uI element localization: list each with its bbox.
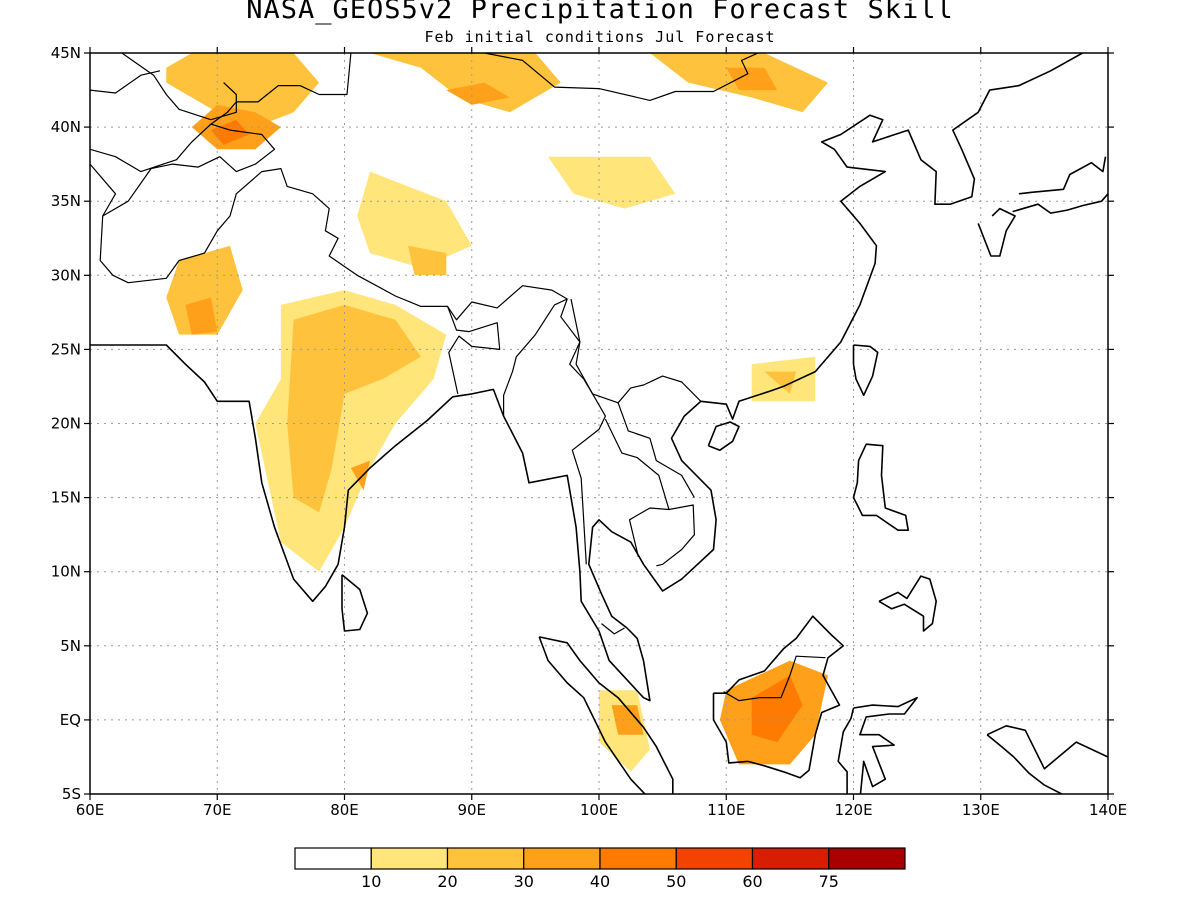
country-border xyxy=(617,402,695,498)
skill-region xyxy=(166,53,320,128)
colorbar-label: 60 xyxy=(742,872,762,891)
colorbar-swatch xyxy=(370,847,449,870)
lon-tick-label: 140E xyxy=(1089,801,1127,819)
skill-region xyxy=(611,705,644,735)
country-border xyxy=(604,418,670,558)
gridlines xyxy=(90,53,1108,794)
lon-tick-label: 130E xyxy=(962,801,1000,819)
country-border xyxy=(569,298,607,565)
country-border xyxy=(723,655,826,702)
colorbar-swatch xyxy=(751,847,830,870)
lat-tick-label: 25N xyxy=(51,340,81,358)
skill-region xyxy=(751,675,803,743)
skill-region xyxy=(548,156,676,209)
lat-tick-label: 15N xyxy=(51,489,81,507)
coastline xyxy=(1012,193,1108,214)
border-layer xyxy=(90,53,826,702)
colorbar-label: 40 xyxy=(590,872,610,891)
colorbar: 10 20 30 40 50 60 75 xyxy=(294,847,906,891)
chart-title: NASA_GEOS5v2 Precipitation Forecast Skil… xyxy=(246,0,954,25)
lat-tick-label: 20N xyxy=(51,415,81,433)
skill-region xyxy=(185,297,218,335)
coastline xyxy=(852,443,910,532)
lat-tick-label: 30N xyxy=(51,266,81,284)
country-border xyxy=(121,53,237,121)
colorbar-swatch xyxy=(675,847,754,870)
coastline xyxy=(878,575,938,632)
country-border xyxy=(90,70,161,94)
skill-region xyxy=(350,460,370,491)
skill-shading-layer xyxy=(166,53,828,772)
coastline xyxy=(986,734,1064,794)
country-border xyxy=(656,504,696,567)
skill-region xyxy=(357,171,472,268)
lon-tick-label: 120E xyxy=(834,801,872,819)
colorbar-label: 50 xyxy=(666,872,686,891)
skill-region xyxy=(370,53,561,113)
lat-tick-label: 5N xyxy=(60,637,81,655)
skill-region xyxy=(210,119,250,145)
coastline xyxy=(977,207,1016,257)
lat-tick-label: 45N xyxy=(51,44,81,62)
coastline xyxy=(986,724,1108,770)
country-border xyxy=(210,53,352,125)
country-border xyxy=(447,306,501,395)
colorbar-swatch xyxy=(828,847,906,870)
lat-tick-label: EQ xyxy=(60,711,81,729)
country-border xyxy=(601,623,625,635)
axis-ticks: 60E 70E 80E 90E 100E 110E 120E 130E 140E 45N 40N 35… xyxy=(51,44,1127,819)
colorbar-swatch xyxy=(294,847,372,870)
lon-tick-label: 80E xyxy=(330,801,359,819)
colorbar-swatch xyxy=(446,847,525,870)
country-border xyxy=(503,298,568,417)
skill-region xyxy=(408,245,447,276)
colorbar-label: 75 xyxy=(819,872,839,891)
lon-tick-label: 100E xyxy=(580,801,618,819)
coastline xyxy=(852,344,879,397)
colorbar-label: 10 xyxy=(361,872,381,891)
coastline xyxy=(712,615,845,779)
coastline xyxy=(837,696,918,794)
coastline-layer xyxy=(90,53,1108,794)
lat-tick-label: 10N xyxy=(51,563,81,581)
colorbar-label: 20 xyxy=(437,872,457,891)
lon-tick-label: 110E xyxy=(707,801,745,819)
skill-region xyxy=(726,67,778,91)
lat-tick-label: 5S xyxy=(62,785,81,803)
coastline xyxy=(341,574,369,632)
skill-region xyxy=(287,304,421,513)
lon-tick-label: 60E xyxy=(76,801,105,819)
lon-tick-label: 90E xyxy=(457,801,486,819)
coastline xyxy=(538,636,674,794)
coastline xyxy=(1018,156,1107,195)
colorbar-swatch xyxy=(599,847,677,870)
colorbar-swatch xyxy=(523,847,601,870)
coastline xyxy=(90,53,1083,702)
skill-region xyxy=(446,82,510,105)
country-border xyxy=(90,123,276,217)
chart-subtitle: Feb initial conditions Jul Forecast xyxy=(424,28,776,46)
skill-region xyxy=(764,371,797,394)
coastline xyxy=(707,421,740,452)
lat-tick-label: 40N xyxy=(51,118,81,136)
country-border xyxy=(483,53,762,102)
colorbar-label: 30 xyxy=(514,872,534,891)
lon-tick-label: 70E xyxy=(203,801,232,819)
skill-region xyxy=(166,245,243,335)
lat-tick-label: 35N xyxy=(51,192,81,210)
